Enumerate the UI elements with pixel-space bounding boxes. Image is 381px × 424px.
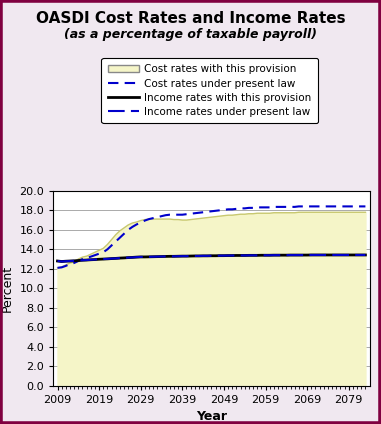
Legend: Cost rates with this provision, Cost rates under present law, Income rates with : Cost rates with this provision, Cost rat… [101,58,318,123]
X-axis label: Year: Year [196,410,227,424]
Y-axis label: Percent: Percent [1,265,14,312]
Text: OASDI Cost Rates and Income Rates: OASDI Cost Rates and Income Rates [36,11,345,25]
Text: (as a percentage of taxable payroll): (as a percentage of taxable payroll) [64,28,317,41]
